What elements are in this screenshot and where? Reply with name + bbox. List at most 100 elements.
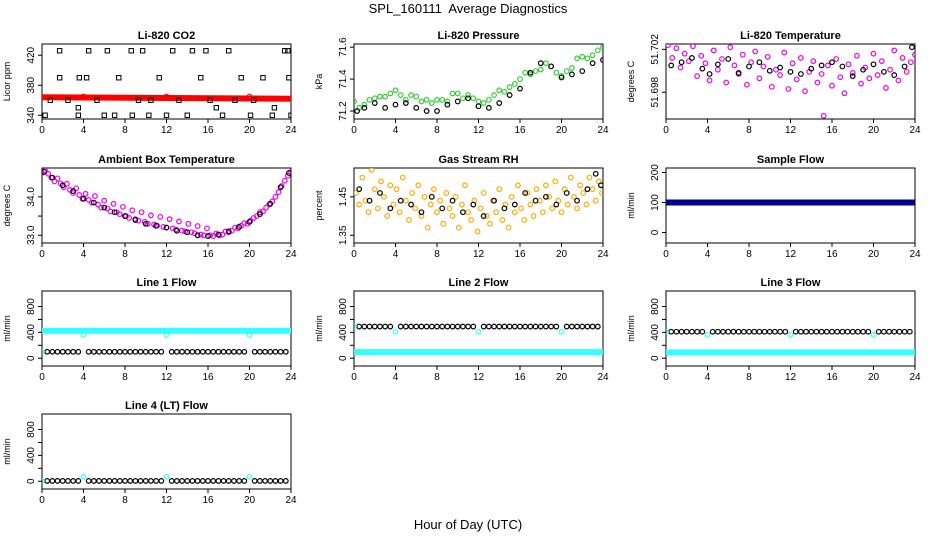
- data-point: [176, 97, 182, 103]
- panel-title: Line 4 (LT) Flow: [125, 400, 208, 412]
- x-tick-label: 20: [244, 372, 256, 383]
- data-point: [402, 323, 409, 330]
- data-point: [189, 348, 196, 355]
- data-point: [439, 96, 446, 103]
- data-point: [90, 348, 97, 355]
- data-point: [92, 193, 98, 199]
- data-point: [275, 189, 282, 196]
- plot-frame: [353, 43, 604, 120]
- data-point: [756, 328, 763, 335]
- data-point: [903, 68, 910, 75]
- x-tick-label: 4: [393, 249, 399, 260]
- data-point: [160, 223, 167, 230]
- data-point: [584, 55, 591, 62]
- data-point: [354, 108, 361, 114]
- data-point: [222, 228, 229, 235]
- data-point: [194, 232, 201, 239]
- data-point: [465, 209, 472, 216]
- data-point: [85, 48, 92, 54]
- data-point: [80, 195, 87, 202]
- data-point: [142, 348, 149, 355]
- data-point: [59, 182, 66, 189]
- data-point: [137, 478, 144, 484]
- data-point: [454, 90, 461, 97]
- data-point: [427, 201, 434, 208]
- data-point: [756, 59, 763, 66]
- panel-sample-flow: Sample Flow 0 4 8 12 16 20 24 0 100 200 ml/min: [624, 150, 921, 265]
- data-point: [564, 201, 571, 208]
- data-point: [496, 323, 503, 330]
- data-point: [735, 70, 742, 76]
- data-point: [402, 96, 409, 103]
- data-point: [803, 328, 809, 335]
- y-tick-label: 1.45: [338, 187, 349, 207]
- data-point: [67, 187, 73, 193]
- data-point: [543, 193, 549, 200]
- data-point: [111, 348, 118, 355]
- data-point: [377, 190, 383, 196]
- x-tick-label: 20: [244, 249, 256, 260]
- data-point: [485, 323, 492, 330]
- data-point: [553, 201, 560, 208]
- data-point: [137, 348, 144, 355]
- data-point: [88, 199, 95, 206]
- data-point: [256, 209, 263, 216]
- data-point: [522, 190, 529, 196]
- data-point: [499, 217, 506, 223]
- data-point: [94, 97, 100, 103]
- y-tick-label: 33.0: [26, 225, 37, 245]
- data-point: [42, 348, 45, 355]
- data-point: [865, 328, 872, 335]
- panel-title: Line 1 Flow: [137, 277, 197, 289]
- data-point: [158, 348, 165, 355]
- data-point: [797, 328, 804, 335]
- data-point: [579, 68, 586, 75]
- data-point: [387, 205, 394, 212]
- x-tick-label: 12: [161, 495, 173, 506]
- x-tick-label: 12: [473, 372, 485, 383]
- data-point: [511, 80, 518, 87]
- x-tick-label: 0: [39, 249, 45, 260]
- data-point: [199, 348, 206, 355]
- data-point: [232, 97, 238, 103]
- x-tick-label: 20: [556, 125, 568, 136]
- data-point: [517, 85, 523, 92]
- data-point: [880, 328, 887, 335]
- x-tick-label: 12: [161, 372, 173, 383]
- data-point: [839, 328, 846, 335]
- panel-line-3-flow: Line 3 Flow 0 4 8 12 16 20 24 0 400 800 ml/min: [624, 273, 921, 388]
- panel-li-820-temperature: Li-820 Temperature 0 4 8 12 16 20 24 51.698 51.70…: [624, 26, 921, 141]
- data-point: [706, 77, 713, 84]
- data-point: [80, 332, 87, 338]
- data-point: [262, 478, 268, 484]
- data-point: [437, 197, 444, 204]
- y-tick-label: 200: [650, 164, 661, 181]
- data-point: [54, 348, 61, 355]
- data-point: [173, 348, 180, 355]
- data-point: [870, 50, 877, 57]
- data-point: [777, 328, 784, 335]
- data-point: [246, 332, 253, 338]
- data-point: [730, 328, 737, 335]
- data-point: [434, 209, 440, 216]
- data-point: [138, 209, 145, 216]
- data-point: [215, 231, 222, 238]
- y-tick-label: 51.702: [650, 34, 661, 65]
- data-point: [818, 71, 825, 77]
- x-tick-label: 8: [434, 249, 440, 260]
- data-point: [579, 323, 586, 330]
- x-tick-label: 24: [285, 495, 297, 506]
- x-tick-label: 24: [597, 125, 609, 136]
- data-point: [168, 348, 175, 355]
- x-tick-label: 4: [81, 372, 87, 383]
- data-point: [42, 168, 47, 175]
- data-point: [256, 478, 263, 484]
- data-point: [465, 92, 472, 98]
- y-axis-label: ml/min: [314, 315, 324, 342]
- x-tick-label: 20: [556, 249, 568, 260]
- data-point: [421, 193, 428, 200]
- panel-title: Ambient Box Temperature: [98, 154, 235, 166]
- data-point: [727, 44, 734, 51]
- x-tick-label: 0: [663, 372, 669, 383]
- y-tick-label: 0: [26, 355, 37, 361]
